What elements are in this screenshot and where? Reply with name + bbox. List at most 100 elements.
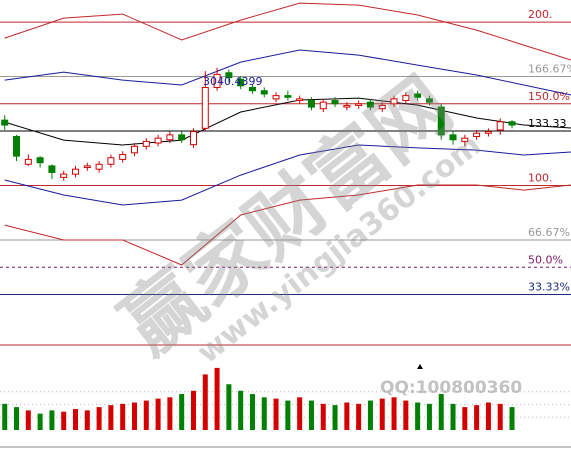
candle-body — [296, 98, 304, 102]
volume-bar — [415, 402, 421, 430]
candle-body — [390, 98, 398, 105]
candle-body — [154, 137, 162, 144]
volume-bar — [14, 407, 20, 430]
candle-body — [378, 104, 386, 110]
volume-bar — [379, 398, 385, 430]
level-label: 150.0% — [528, 90, 570, 103]
level-label: 33.33% — [528, 281, 570, 294]
annotation: 3040.4399 — [203, 75, 263, 88]
indicator-line — [4, 97, 571, 146]
candle-body — [496, 121, 504, 131]
candle-body — [1, 119, 9, 126]
candle-body — [331, 100, 339, 105]
candle-body — [189, 131, 197, 146]
candle-body — [36, 157, 44, 164]
candle-body — [60, 173, 68, 178]
candle-body — [130, 145, 138, 154]
candle-body — [201, 86, 209, 129]
volume-bar — [108, 405, 114, 430]
indicator-line — [4, 144, 571, 206]
candle-body — [213, 73, 221, 88]
candle-body — [473, 132, 481, 137]
volume-bar — [249, 394, 255, 430]
volume-bar — [438, 394, 444, 430]
volume-bar — [332, 405, 338, 430]
volume-bar — [261, 397, 267, 430]
volume-bar — [202, 374, 208, 430]
marker — [417, 364, 423, 369]
candle-body — [24, 158, 32, 165]
volume-bar — [474, 405, 480, 430]
volume-bar — [143, 400, 149, 430]
candle-body — [366, 101, 374, 108]
candle-body — [142, 140, 150, 147]
candle-body — [95, 163, 103, 170]
volume-bar — [450, 403, 456, 430]
indicator-line — [4, 49, 571, 96]
volume-bar — [285, 400, 291, 430]
volume-bar — [84, 410, 90, 430]
volume-bar — [179, 394, 185, 430]
candle-body — [319, 101, 327, 110]
candle-body — [484, 131, 492, 134]
candle-body — [237, 78, 245, 87]
candle-body — [107, 157, 115, 165]
indicator-line — [4, 2, 571, 61]
volume-bar — [426, 403, 432, 430]
candle-body — [119, 153, 127, 160]
candle-body — [508, 121, 516, 126]
volume-bar — [96, 407, 102, 430]
volume-bar — [462, 407, 468, 430]
volume-bar — [509, 407, 515, 430]
candle-body — [260, 90, 268, 95]
volume-bar — [61, 411, 67, 430]
level-label: 50.0% — [528, 253, 563, 266]
candle-body — [402, 95, 410, 102]
candle-body — [284, 95, 292, 98]
candle-body — [272, 95, 280, 100]
volume-bar — [367, 400, 373, 430]
candle-body — [437, 106, 445, 136]
volume-bar — [120, 403, 126, 430]
volume-bar — [131, 402, 137, 430]
candle-body — [414, 93, 422, 98]
candle-body — [248, 86, 256, 92]
volume-bar — [214, 367, 220, 430]
level-label: 166.67% — [528, 63, 571, 76]
candle-body — [83, 165, 91, 169]
watermark-qq: QQ:100800360 — [380, 378, 522, 398]
candle-body — [178, 134, 186, 141]
volume-bar — [238, 390, 244, 430]
volume-bar — [73, 409, 79, 430]
level-label: 133.33 — [528, 117, 567, 130]
volume-bar — [497, 403, 503, 430]
candle-body — [307, 100, 315, 108]
watermark: 赢家财富网 — [106, 61, 469, 372]
volume-bar — [49, 410, 55, 430]
volume-bar — [226, 384, 232, 430]
volume-bar — [485, 402, 491, 430]
volume-bar — [155, 398, 161, 430]
volume-bar — [308, 400, 314, 430]
candle-body — [461, 137, 469, 142]
volume-bar — [356, 403, 362, 430]
candle-body — [343, 104, 351, 108]
candle-body — [449, 134, 457, 141]
indicator-line — [4, 184, 571, 266]
candle-body — [72, 168, 80, 175]
candle-body — [48, 165, 56, 173]
candle-body — [425, 98, 433, 103]
volume-bar — [2, 403, 8, 430]
volume-bar — [320, 403, 326, 430]
level-label: 200. — [528, 8, 553, 21]
volume-bar — [273, 398, 279, 430]
volume-bar — [37, 413, 43, 430]
volume-bar — [190, 390, 196, 430]
candle-body — [225, 72, 233, 79]
candle-body — [355, 103, 363, 106]
volume-bar — [297, 397, 303, 430]
volume-bar — [25, 410, 31, 430]
